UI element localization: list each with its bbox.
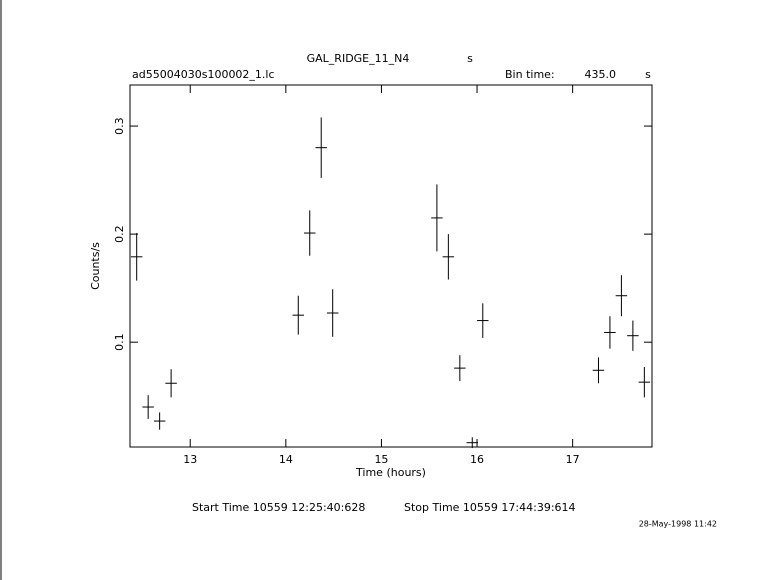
file-label: ad55004030s100002_1.lc bbox=[132, 68, 275, 81]
bin-time: 435.0 bbox=[585, 68, 617, 81]
y-tick-label: 0.2 bbox=[113, 225, 126, 243]
stop-time: Stop Time 10559 17:44:39:614 bbox=[404, 501, 576, 514]
title-unit: s bbox=[467, 52, 473, 65]
x-tick-label: 14 bbox=[279, 453, 293, 466]
x-tick-label: 15 bbox=[374, 453, 388, 466]
start-time: Start Time 10559 12:25:40:628 bbox=[192, 501, 365, 514]
x-tick-label: 17 bbox=[566, 453, 580, 466]
x-tick-label: 13 bbox=[183, 453, 197, 466]
timestamp: 28-May-1998 11:42 bbox=[639, 520, 717, 529]
y-tick-label: 0.1 bbox=[113, 333, 126, 351]
x-axis-label: Time (hours) bbox=[355, 466, 426, 479]
y-axis-label: Counts/s bbox=[89, 242, 102, 290]
chart-title: GAL_RIDGE_11_N4 bbox=[307, 52, 410, 65]
x-tick-label: 16 bbox=[470, 453, 484, 466]
y-tick-label: 0.3 bbox=[113, 117, 126, 135]
bin-time-unit: s bbox=[645, 68, 651, 81]
bin-time-label: Bin time: bbox=[505, 68, 555, 81]
plot-frame bbox=[129, 84, 653, 448]
